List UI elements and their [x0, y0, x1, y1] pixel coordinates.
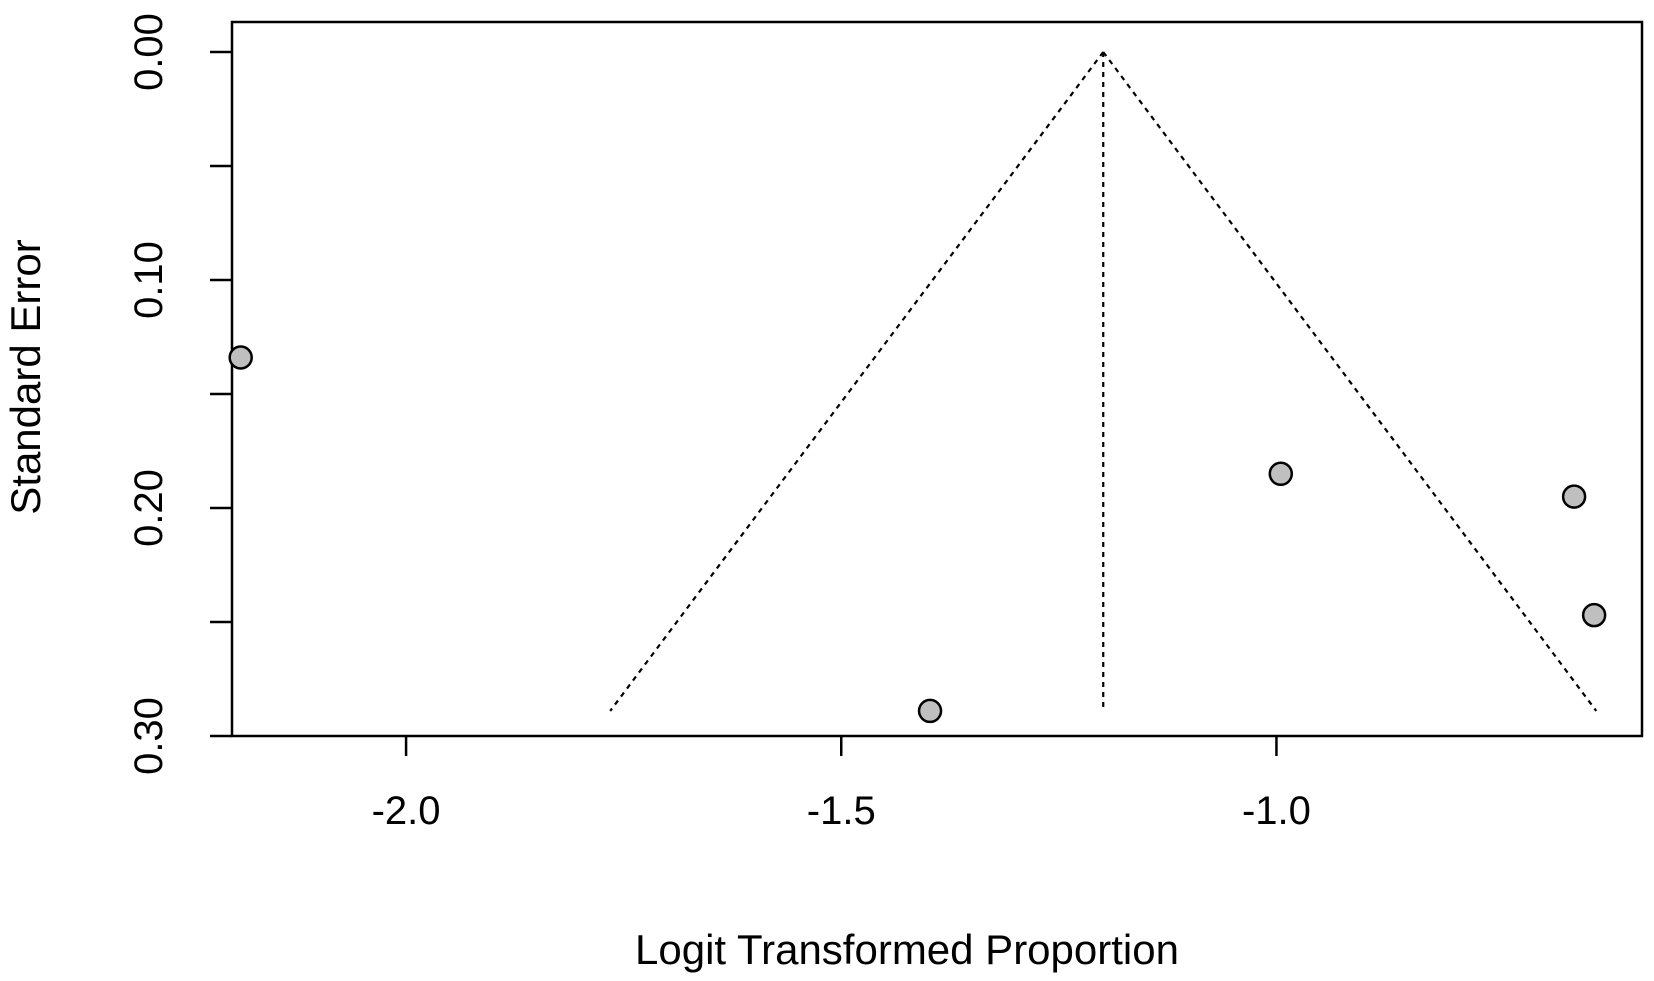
data-point-1	[228, 345, 253, 370]
funnel-left-boundary	[609, 51, 1105, 712]
y-tick-label-5: 0.20	[127, 469, 171, 547]
x-axis-label: Logit Transformed Proportion	[635, 926, 1179, 973]
funnel-right-boundary	[1102, 51, 1598, 712]
x-tick-label-1: -2.0	[372, 789, 441, 833]
data-point-4	[1561, 484, 1587, 509]
y-axis-label: Standard Error	[2, 239, 49, 514]
x-tick-label-3: -1.0	[1242, 789, 1311, 833]
data-point-5	[1581, 602, 1607, 628]
x-tick-label-2: -1.5	[807, 789, 876, 833]
y-tick-label-7: 0.30	[127, 697, 171, 775]
y-tick-label-1: 0.00	[127, 13, 171, 91]
plot-frame	[230, 20, 1644, 738]
data-point-2	[917, 698, 943, 724]
y-tick-label-3: 0.10	[127, 241, 171, 319]
data-point-3	[1268, 461, 1294, 487]
